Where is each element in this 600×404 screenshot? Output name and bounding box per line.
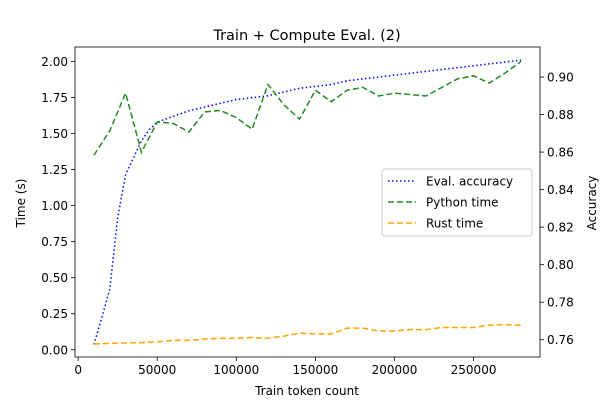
- y-tick-label: 1.75: [41, 91, 68, 105]
- y2-tick-label: 0.80: [547, 258, 574, 272]
- x-tick-label: 100000: [213, 363, 259, 377]
- y-tick-label: 0.75: [41, 235, 68, 249]
- legend-label-python-time: Python time: [426, 196, 499, 210]
- y-tick-label: 1.25: [41, 163, 68, 177]
- x-tick-label: 150000: [293, 363, 339, 377]
- x-tick-label: 250000: [451, 363, 497, 377]
- y2-axis-label: Accuracy: [585, 176, 599, 231]
- y-tick-label: 1.00: [41, 199, 68, 213]
- x-tick-label: 50000: [138, 363, 176, 377]
- y2-tick-label: 0.84: [547, 183, 574, 197]
- y-tick-label: 0.50: [41, 271, 68, 285]
- legend-label-eval-accuracy: Eval. accuracy: [426, 175, 513, 189]
- plot-lines: [93, 59, 522, 345]
- series-line-python-time: [93, 60, 522, 156]
- y2-tick-label: 0.86: [547, 146, 574, 160]
- plot-frame: [74, 46, 541, 358]
- y2-tick-label: 0.82: [547, 221, 574, 235]
- axes: 0 50000 100000 150000 200000 250000 0.00 0.25 0.…: [41, 46, 574, 377]
- y-tick-label: 1.50: [41, 127, 68, 141]
- x-tick-label: 200000: [372, 363, 418, 377]
- y2-tick-label: 0.88: [547, 108, 574, 122]
- y2-tick-label: 0.76: [547, 333, 574, 347]
- y-axis-label: Time (s): [14, 179, 28, 229]
- y2-tick-label: 0.90: [547, 71, 574, 85]
- x-tick-label: 0: [74, 363, 82, 377]
- y-tick-label: 0.00: [41, 343, 68, 357]
- legend: Eval. accuracy Python time Rust time: [381, 168, 533, 237]
- y-tick-label: 0.25: [41, 307, 68, 321]
- y2-tick-label: 0.78: [547, 296, 574, 310]
- chart-title: Train + Compute Eval. (2): [212, 28, 400, 44]
- legend-label-rust-time: Rust time: [426, 217, 483, 231]
- y-tick-label: 2.00: [41, 55, 68, 69]
- legend-box: [381, 168, 533, 237]
- x-axis-label: Train token count: [254, 384, 359, 398]
